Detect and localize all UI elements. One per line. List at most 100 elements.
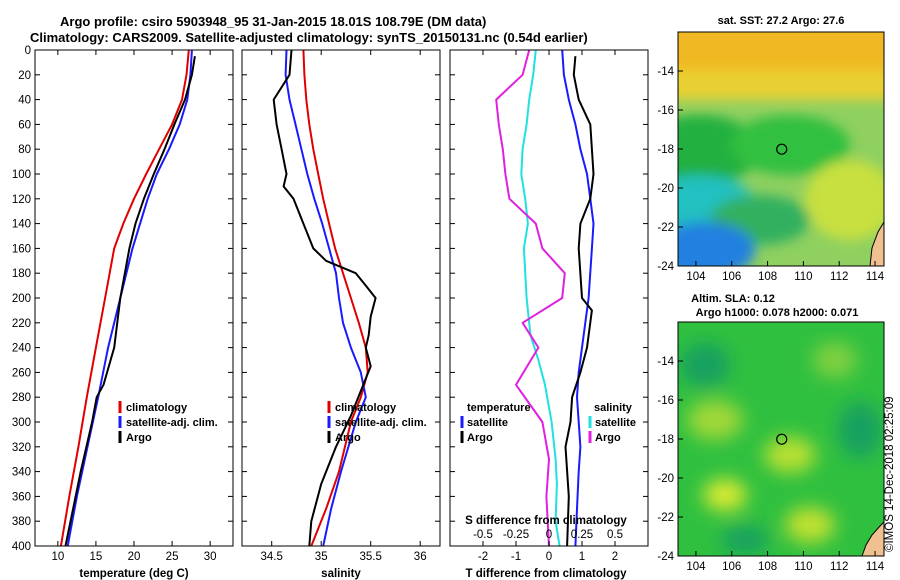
x-tick-label: 2 bbox=[612, 551, 618, 563]
x-tick-label: 10 bbox=[51, 551, 64, 563]
sla-lat-ticks: -14 -16 -18 -20 -22 -24 bbox=[657, 356, 683, 563]
x-tick-label: -1 bbox=[511, 551, 521, 563]
sal-legend-argo-label: Argo bbox=[335, 432, 361, 444]
x-tick-label: 15 bbox=[90, 551, 103, 563]
depth-tick-label: 400 bbox=[12, 541, 31, 553]
x-tick-label: -0.5 bbox=[473, 529, 493, 541]
diff-legend-salinity-heading: salinity bbox=[594, 402, 633, 414]
salinity-y-ticks bbox=[242, 49, 440, 547]
lat-tick-label: -22 bbox=[657, 222, 674, 234]
depth-tick-label: 120 bbox=[12, 194, 31, 206]
lat-tick-label: -22 bbox=[657, 512, 674, 524]
x-tick-label: -2 bbox=[478, 551, 488, 563]
lon-tick-label: 110 bbox=[794, 271, 812, 283]
depth-tick-label: 280 bbox=[12, 392, 31, 404]
depth-tick-label: 100 bbox=[12, 169, 31, 181]
series-difference-t-satellite bbox=[561, 50, 595, 546]
sst-map-title: sat. SST: 27.2 Argo: 27.6 bbox=[718, 15, 845, 27]
diff-legend-t-argo-label: Argo bbox=[467, 432, 493, 444]
sst-argo-location-marker bbox=[776, 143, 788, 155]
depth-tick-label: 160 bbox=[12, 243, 31, 255]
sla-argo-location-marker bbox=[776, 433, 788, 445]
difference-lines bbox=[495, 50, 595, 546]
lon-tick-label: 104 bbox=[686, 271, 706, 283]
diff-legend-s-argo-label: Argo bbox=[595, 432, 621, 444]
series-salinity-climatology bbox=[302, 50, 369, 546]
sst-map-field bbox=[678, 32, 884, 266]
depth-ticks: 0 20 40 60 80 100 120 140 160 180 200 220 240 260 280 3… bbox=[12, 45, 233, 553]
depth-tick-label: 300 bbox=[12, 417, 31, 429]
temperature-xlabel: temperature (deg C) bbox=[79, 568, 188, 580]
depth-tick-label: 320 bbox=[12, 442, 31, 454]
depth-tick-label: 80 bbox=[18, 144, 31, 156]
series-temperature-climatology bbox=[59, 50, 190, 546]
s-difference-xlabel: S difference from climatology bbox=[465, 515, 627, 527]
temperature-lines bbox=[59, 50, 196, 546]
sal-legend-climatology-label: climatology bbox=[335, 402, 397, 414]
x-tick-label: -0.25 bbox=[503, 529, 529, 541]
temperature-x-ticks: 10 15 20 25 30 bbox=[51, 50, 217, 563]
depth-tick-label: 380 bbox=[12, 516, 31, 528]
depth-tick-label: 220 bbox=[12, 318, 31, 330]
lat-tick-label: -18 bbox=[657, 434, 674, 446]
series-salinity-argo bbox=[272, 50, 377, 546]
lon-tick-label: 112 bbox=[830, 561, 848, 573]
lon-tick-label: 114 bbox=[866, 271, 885, 283]
legend-argo-label: Argo bbox=[126, 432, 152, 444]
x-tick-label: 30 bbox=[204, 551, 217, 563]
lat-tick-label: -20 bbox=[657, 473, 674, 485]
series-salinity-satellite-adj-clim- bbox=[284, 50, 367, 546]
sst-lat-ticks: -14 -16 -18 -20 -22 -24 bbox=[657, 66, 683, 273]
legend-satellite-label: satellite-adj. clim. bbox=[126, 417, 218, 429]
sst-lon-ticks: 104 106 108 110 112 114 bbox=[686, 261, 885, 283]
legend-climatology-label: climatology bbox=[126, 402, 188, 414]
salinity-lines bbox=[272, 50, 377, 546]
s-difference-ticks: -0.5 -0.25 0 0.25 0.5 bbox=[473, 529, 623, 541]
x-tick-label: 36 bbox=[414, 551, 427, 563]
salinity-legend: climatology satellite-adj. clim. Argo bbox=[327, 401, 427, 444]
salinity-x-ticks: 34.5 35 35.5 36 bbox=[261, 50, 427, 563]
figure-title-line2: Climatology: CARS2009. Satellite-adjuste… bbox=[30, 30, 588, 45]
lat-tick-label: -24 bbox=[657, 551, 674, 563]
imos-watermark: ©IMOS 14-Dec-2018 02:25:09 bbox=[884, 396, 896, 552]
sla-map-field bbox=[678, 322, 884, 556]
sla-map-title: Altim. SLA: 0.12 bbox=[691, 293, 775, 305]
series-temperature-satellite-adj-clim- bbox=[66, 50, 193, 546]
x-tick-label: 0.5 bbox=[607, 529, 623, 541]
t-difference-ticks: -2 -1 0 1 2 bbox=[478, 50, 618, 563]
lon-tick-label: 106 bbox=[722, 561, 741, 573]
series-difference-s-satellite bbox=[520, 50, 561, 546]
x-tick-label: 0 bbox=[546, 551, 552, 563]
x-tick-label: 25 bbox=[166, 551, 179, 563]
depth-tick-label: 140 bbox=[12, 219, 31, 231]
x-tick-label: 0.25 bbox=[571, 529, 593, 541]
depth-tick-label: 180 bbox=[12, 268, 31, 280]
salinity-xlabel: salinity bbox=[321, 568, 361, 580]
x-tick-label: 35.5 bbox=[360, 551, 382, 563]
depth-tick-label: 260 bbox=[12, 367, 31, 379]
lat-tick-label: -24 bbox=[657, 261, 674, 273]
lat-tick-label: -14 bbox=[657, 356, 674, 368]
diff-legend-s-satellite-label: satellite bbox=[595, 417, 636, 429]
series-temperature-argo bbox=[64, 56, 196, 546]
x-tick-label: 1 bbox=[579, 551, 585, 563]
lat-tick-label: -20 bbox=[657, 183, 674, 195]
temperature-legend: climatology satellite-adj. clim. Argo bbox=[118, 401, 218, 444]
x-tick-label: 20 bbox=[128, 551, 141, 563]
depth-tick-label: 0 bbox=[25, 45, 31, 57]
difference-legend: temperature salinity satellite Argo sate… bbox=[460, 402, 636, 444]
depth-tick-label: 20 bbox=[18, 70, 31, 82]
lon-tick-label: 108 bbox=[758, 561, 777, 573]
depth-tick-label: 360 bbox=[12, 491, 31, 503]
lat-tick-label: -14 bbox=[657, 66, 674, 78]
figure-title-line1: Argo profile: csiro 5903948_95 31-Jan-20… bbox=[60, 14, 486, 29]
lat-tick-label: -16 bbox=[657, 105, 674, 117]
sla-map-coastline bbox=[861, 521, 884, 556]
depth-tick-label: 340 bbox=[12, 467, 31, 479]
temperature-panel: 10 15 20 25 30 0 20 40 60 80 100 120 140 160 180 200 22… bbox=[12, 45, 234, 580]
depth-tick-label: 200 bbox=[12, 293, 31, 305]
sla-map-panel: Altim. SLA: 0.12 Argo h1000: 0.078 h2000… bbox=[657, 293, 884, 573]
diff-legend-temperature-heading: temperature bbox=[467, 402, 531, 414]
series-difference-t-argo bbox=[564, 56, 595, 546]
